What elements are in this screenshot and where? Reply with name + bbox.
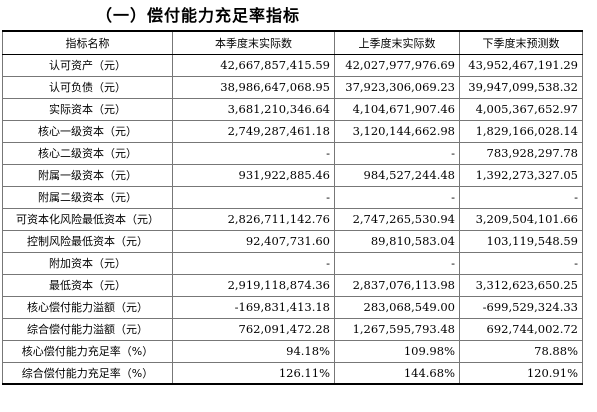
indicator-name-cell: 控制风险最低资本（元） xyxy=(2,229,173,253)
indicator-name-cell: 核心偿付能力充足率（%） xyxy=(2,339,173,363)
table-row: 控制风险最低资本（元） 92,407,731.60 89,810,583.04 103… xyxy=(2,229,583,253)
table-row: 认可资产（元） 42,667,857,415.59 42,027,977,976.6… xyxy=(2,53,583,77)
current-quarter-cell: - xyxy=(172,251,335,275)
table-row: 实际资本（元） 3,681,210,346.64 4,104,671,907.46 4… xyxy=(2,97,583,121)
current-quarter-cell: 762,091,472.28 xyxy=(172,317,335,341)
current-quarter-cell: - xyxy=(172,141,335,165)
table-row: 认可负债（元） 38,986,647,068.95 37,923,306,069.2… xyxy=(2,75,583,99)
header-indicator-name: 指标名称 xyxy=(2,30,173,55)
forecast-cell: 1,392,273,327.05 xyxy=(459,163,583,187)
forecast-cell: 43,952,467,191.29 xyxy=(459,53,583,77)
indicator-name-cell: 认可资产（元） xyxy=(2,53,173,77)
current-quarter-cell: 94.18% xyxy=(172,339,335,363)
indicator-name-cell: 附属一级资本（元） xyxy=(2,163,173,187)
forecast-cell: -699,529,324.33 xyxy=(459,295,583,319)
previous-quarter-cell: 37,923,306,069.23 xyxy=(334,75,460,99)
current-quarter-cell: -169,831,413.18 xyxy=(172,295,335,319)
indicator-name-cell: 实际资本（元） xyxy=(2,97,173,121)
forecast-cell: 783,928,297.78 xyxy=(459,141,583,165)
previous-quarter-cell: 984,527,244.48 xyxy=(334,163,460,187)
table-row: 附属一级资本（元） 931,922,885.46 984,527,244.48 1,3… xyxy=(2,163,583,187)
indicator-name-cell: 综合偿付能力溢额（元） xyxy=(2,317,173,341)
indicator-name-cell: 核心一级资本（元） xyxy=(2,119,173,143)
indicator-name-cell: 认可负债（元） xyxy=(2,75,173,99)
header-previous-quarter: 上季度末实际数 xyxy=(334,30,460,55)
previous-quarter-cell: - xyxy=(334,185,460,209)
previous-quarter-cell: 2,747,265,530.94 xyxy=(334,207,460,231)
current-quarter-cell: 2,826,711,142.76 xyxy=(172,207,335,231)
current-quarter-cell: 38,986,647,068.95 xyxy=(172,75,335,99)
indicator-name-cell: 附属二级资本（元） xyxy=(2,185,173,209)
current-quarter-cell: 126.11% xyxy=(172,361,335,385)
forecast-cell: 4,005,367,652.97 xyxy=(459,97,583,121)
forecast-cell: 78.88% xyxy=(459,339,583,363)
indicator-name-cell: 附加资本（元） xyxy=(2,251,173,275)
table-row: 核心偿付能力溢额（元） -169,831,413.18 283,068,549.00… xyxy=(2,295,583,319)
table-body: 认可资产（元） 42,667,857,415.59 42,027,977,976.6… xyxy=(2,53,583,385)
previous-quarter-cell: 2,837,076,113.98 xyxy=(334,273,460,297)
table-row: 核心一级资本（元） 2,749,287,461.18 3,120,144,662.9… xyxy=(2,119,583,143)
indicator-name-cell: 综合偿付能力充足率（%） xyxy=(2,361,173,385)
table-row: 可资本化风险最低资本（元） 2,826,711,142.76 2,747,265,5… xyxy=(2,207,583,231)
forecast-cell: 39,947,099,538.32 xyxy=(459,75,583,99)
forecast-cell: - xyxy=(459,185,583,209)
current-quarter-cell: 3,681,210,346.64 xyxy=(172,97,335,121)
table-row: 附加资本（元） - - - xyxy=(2,251,583,275)
previous-quarter-cell: 283,068,549.00 xyxy=(334,295,460,319)
indicator-name-cell: 核心偿付能力溢额（元） xyxy=(2,295,173,319)
previous-quarter-cell: 109.98% xyxy=(334,339,460,363)
previous-quarter-cell: - xyxy=(334,141,460,165)
indicator-name-cell: 最低资本（元） xyxy=(2,273,173,297)
current-quarter-cell: 42,667,857,415.59 xyxy=(172,53,335,77)
indicator-name-cell: 可资本化风险最低资本（元） xyxy=(2,207,173,231)
forecast-cell: 103,119,548.59 xyxy=(459,229,583,253)
forecast-cell: 3,209,504,101.66 xyxy=(459,207,583,231)
current-quarter-cell: 2,919,118,874.36 xyxy=(172,273,335,297)
previous-quarter-cell: 3,120,144,662.98 xyxy=(334,119,460,143)
current-quarter-cell: 2,749,287,461.18 xyxy=(172,119,335,143)
previous-quarter-cell: 144.68% xyxy=(334,361,460,385)
previous-quarter-cell: 89,810,583.04 xyxy=(334,229,460,253)
forecast-cell: 1,829,166,028.14 xyxy=(459,119,583,143)
previous-quarter-cell: 42,027,977,976.69 xyxy=(334,53,460,77)
header-next-quarter-forecast: 下季度末预测数 xyxy=(459,30,583,55)
table-header: 指标名称 本季度末实际数 上季度末实际数 下季度末预测数 xyxy=(2,30,583,55)
header-row: 指标名称 本季度末实际数 上季度末实际数 下季度末预测数 xyxy=(2,30,583,55)
table-row: 综合偿付能力充足率（%） 126.11% 144.68% 120.91% xyxy=(2,361,583,385)
forecast-cell: 692,744,002.72 xyxy=(459,317,583,341)
table-row: 核心偿付能力充足率（%） 94.18% 109.98% 78.88% xyxy=(2,339,583,363)
table-row: 综合偿付能力溢额（元） 762,091,472.28 1,267,595,793.4… xyxy=(2,317,583,341)
current-quarter-cell: 931,922,885.46 xyxy=(172,163,335,187)
forecast-cell: 120.91% xyxy=(459,361,583,385)
header-current-quarter: 本季度末实际数 xyxy=(172,30,335,55)
section-title: （一）偿付能力充足率指标 xyxy=(96,6,301,25)
forecast-cell: - xyxy=(459,251,583,275)
previous-quarter-cell: 4,104,671,907.46 xyxy=(334,97,460,121)
table-row: 附属二级资本（元） - - - xyxy=(2,185,583,209)
solvency-indicators-table: 指标名称 本季度末实际数 上季度末实际数 下季度末预测数 认可资产（元） 42,6… xyxy=(2,30,583,385)
current-quarter-cell: - xyxy=(172,185,335,209)
forecast-cell: 3,312,623,650.25 xyxy=(459,273,583,297)
current-quarter-cell: 92,407,731.60 xyxy=(172,229,335,253)
previous-quarter-cell: 1,267,595,793.48 xyxy=(334,317,460,341)
table-row: 最低资本（元） 2,919,118,874.36 2,837,076,113.98 3… xyxy=(2,273,583,297)
indicator-name-cell: 核心二级资本（元） xyxy=(2,141,173,165)
table-row: 核心二级资本（元） - -783,928,297.78 xyxy=(2,141,583,165)
previous-quarter-cell: - xyxy=(334,251,460,275)
